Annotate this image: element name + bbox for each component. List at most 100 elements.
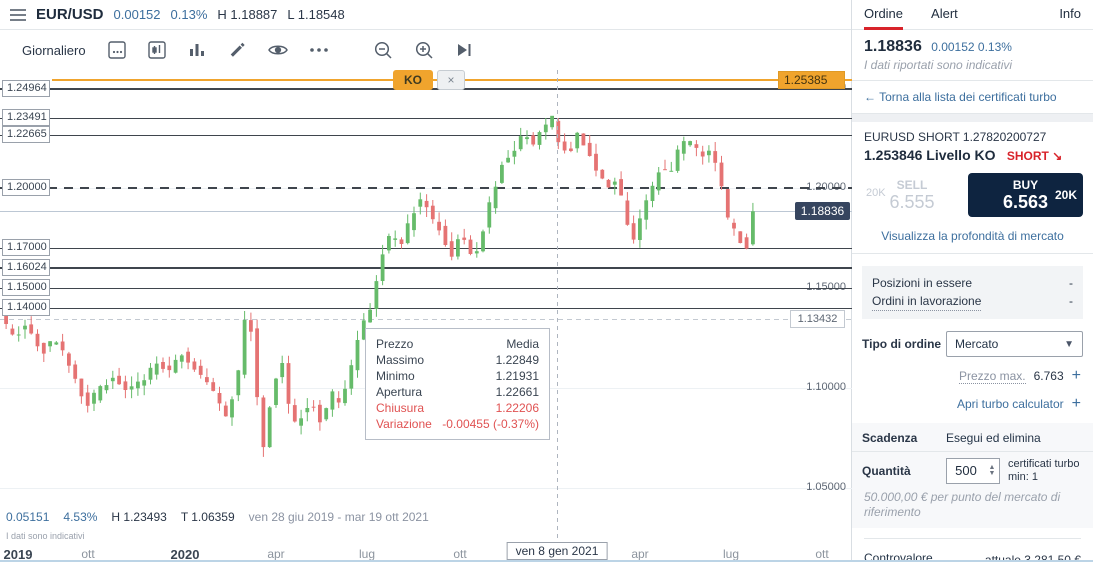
symbol-name[interactable]: EUR/USD [36, 6, 104, 23]
order-type-row: Tipo di ordine Mercato ▼ [862, 331, 1083, 357]
symbol-change: 0.00152 [113, 7, 161, 22]
time-axis-label: ott [453, 547, 467, 561]
time-axis-label: ott [815, 547, 829, 561]
time-axis-label: ott [81, 547, 95, 561]
ko-tag-close-button[interactable]: × [437, 70, 465, 91]
turbo-calculator-link[interactable]: Apri turbo calculator [956, 397, 1064, 411]
symbol-high: H 1.18887 [217, 7, 278, 22]
y-axis-tick: 1.10000 [806, 381, 846, 393]
chart-section: EUR/USD 0.00152 0.13% H 1.18887 L 1.1854… [0, 0, 852, 560]
stepper-up-icon: ▲ [988, 464, 996, 471]
open-turbo-calculator-icon[interactable]: + [1071, 395, 1081, 412]
tab-alert[interactable]: Alert [931, 5, 958, 21]
panel-indicative-note: I dati riportati sono indicativi [852, 58, 1093, 81]
price-level-line[interactable] [0, 187, 852, 189]
max-price-value: 6.763 [1033, 369, 1064, 383]
draw-icon[interactable] [228, 41, 246, 59]
symbol-change-pct: 0.13% [170, 7, 208, 22]
stepper-down-icon: ▼ [988, 470, 996, 477]
countervalue-label[interactable]: Controvalore [864, 551, 933, 560]
go-to-latest-icon[interactable] [456, 42, 472, 58]
ko-tag-label[interactable]: KO [393, 70, 433, 91]
max-price-label[interactable]: Prezzo max. [958, 368, 1026, 384]
current-price-badge: 1.18836 [795, 202, 850, 221]
interval-selector[interactable]: Giornaliero [22, 42, 86, 58]
period-range: ven 28 giu 2019 - mar 19 ott 2021 [248, 510, 429, 524]
expiry-row: Scadenza Esegui ed elimina [862, 431, 1083, 445]
ohlc-tooltip: Prezzo Media Massimo 1.22849 Minimo 1.21931… [365, 328, 550, 440]
more-options-icon[interactable] [309, 48, 328, 52]
quantity-value[interactable]: 500 [955, 463, 977, 478]
buy-price: 6.563 [1002, 191, 1049, 212]
time-axis-label: apr [267, 547, 285, 561]
crosshair-date-label: ven 8 gen 2021 [506, 542, 608, 560]
quantity-unit: certificati turbo min: 1 [1008, 458, 1080, 483]
market-depth-link[interactable]: Visualizza la profondità di mercato [852, 225, 1093, 254]
period-low: T 1.06359 [180, 510, 235, 524]
tab-info[interactable]: Info [1059, 5, 1081, 21]
order-panel: Ordine Alert Info 1.18836 0.00152 0.13% … [852, 0, 1093, 560]
price-level-line[interactable] [0, 134, 852, 136]
expiry-value[interactable]: Esegui ed elimina [946, 431, 1041, 445]
symbol-low: L 1.18548 [287, 7, 345, 22]
time-axis-label: apr [631, 547, 649, 561]
quantity-label: Quantità [862, 464, 911, 478]
zoom-in-icon[interactable] [415, 41, 434, 60]
zoom-out-icon[interactable] [374, 41, 393, 60]
price-level-line[interactable] [0, 118, 852, 120]
buy-button[interactable]: BUY 6.563 20K [968, 173, 1083, 217]
order-type-select[interactable]: Mercato ▼ [946, 331, 1083, 357]
countervalue-row: Controvalore attuale 3.281,50 € massimo … [864, 538, 1081, 560]
candlestick-chart[interactable]: Prezzo Media Massimo 1.22849 Minimo 1.21931… [0, 70, 852, 545]
quantity-row: Quantità 500 ▲ ▼ certificati turbo min: 1 [862, 458, 1083, 484]
panel-price: 1.18836 [864, 38, 922, 55]
price-level-line[interactable] [0, 319, 852, 321]
price-level-line[interactable] [0, 248, 852, 249]
price-level-label: 1.16024 [2, 258, 50, 276]
panel-change: 0.00152 [931, 40, 975, 54]
expiry-label: Scadenza [862, 431, 918, 445]
stepper-arrows[interactable]: ▲ ▼ [985, 459, 999, 483]
symbol-header: EUR/USD 0.00152 0.13% H 1.18887 L 1.1854… [0, 0, 851, 30]
price-level-label: 1.22665 [2, 125, 50, 143]
chevron-down-icon: ▼ [1064, 338, 1074, 350]
tooltip-row: Apertura 1.22661 [376, 385, 539, 399]
time-axis-label: lug [722, 547, 740, 561]
time-axis-label: 2019 [3, 547, 33, 562]
tooltip-row: Chiusura 1.22206 [376, 401, 539, 415]
price-level-label: 1.23491 [2, 109, 50, 127]
candlestick-series [4, 115, 755, 457]
ko-tag: KO × [393, 70, 465, 91]
divider [852, 451, 1093, 452]
time-axis[interactable]: 2019 ott 2020 apr lug ott apr lug ott ven 8 gen 2… [0, 542, 852, 562]
visibility-icon[interactable] [267, 43, 288, 57]
price-level-line[interactable] [0, 266, 852, 269]
indicative-data-note: I dati sono indicativi [6, 531, 85, 541]
tab-ordine[interactable]: Ordine [864, 0, 904, 30]
instrument-info: EURUSD SHORT 1.27820200727 1.253846 Live… [852, 122, 1093, 167]
trade-buttons: 20K SELL 6.555 BUY 6.563 20K [862, 173, 1083, 217]
add-max-price-icon[interactable]: + [1071, 367, 1081, 384]
quantity-stepper[interactable]: 500 ▲ ▼ [946, 458, 1000, 484]
per-point-note: 50.000,00 € per punto del mercato di rif… [864, 490, 1061, 519]
menu-icon[interactable] [10, 8, 26, 21]
price-level-line[interactable] [0, 308, 852, 309]
crosshair-vertical-line [557, 70, 558, 545]
tooltip-row: Prezzo Media [376, 337, 539, 351]
price-level-label: 1.15000 [2, 279, 50, 296]
price-level-line[interactable] [0, 288, 852, 289]
order-settings-section: Scadenza Esegui ed elimina Quantità 500 … [852, 423, 1093, 528]
time-axis-label: 2020 [170, 547, 200, 562]
ko-level-text: 1.253846 Livello KO [864, 147, 996, 163]
turbo-calculator-row: Apri turbo calculator + [864, 395, 1081, 413]
chart-style-icon[interactable] [147, 41, 166, 59]
tooltip-row: Variazione -0.00455 (-0.37%) [376, 417, 539, 431]
tooltip-row: Massimo 1.22849 [376, 353, 539, 367]
max-price-row: Prezzo max. 6.763 + [864, 367, 1081, 385]
back-to-list-link[interactable]: ← Torna alla lista dei certificati turbo [852, 81, 1093, 114]
chart-settings-icon[interactable] [107, 41, 126, 59]
sell-button[interactable]: 20K SELL 6.555 [862, 173, 962, 217]
arrow-down-right-icon: ↘ [1052, 149, 1063, 163]
indicators-icon[interactable] [188, 42, 206, 58]
